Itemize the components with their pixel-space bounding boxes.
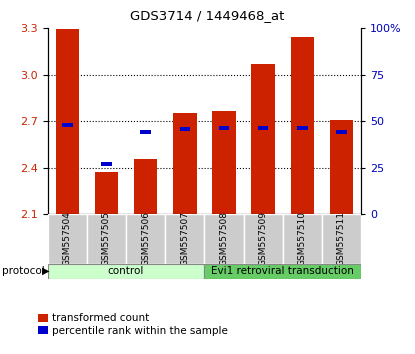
Bar <box>165 214 204 264</box>
Bar <box>140 130 151 135</box>
Text: GSM557505: GSM557505 <box>102 211 111 267</box>
Bar <box>62 123 73 127</box>
Text: Evi1 retroviral transduction: Evi1 retroviral transduction <box>211 266 354 276</box>
Bar <box>95 172 118 214</box>
Text: control: control <box>108 266 144 276</box>
Bar <box>48 214 87 264</box>
Bar <box>48 264 205 279</box>
Text: GDS3714 / 1449468_at: GDS3714 / 1449468_at <box>130 9 285 22</box>
Text: GSM557507: GSM557507 <box>180 211 189 267</box>
Bar <box>330 120 353 214</box>
Text: protocol: protocol <box>2 266 45 276</box>
Bar <box>219 126 229 130</box>
Bar <box>283 214 322 264</box>
Bar <box>297 126 308 130</box>
Bar <box>134 159 157 214</box>
Text: GSM557509: GSM557509 <box>259 211 268 267</box>
Bar <box>205 264 361 279</box>
Bar <box>101 162 112 166</box>
Text: GSM557510: GSM557510 <box>298 211 307 267</box>
Bar <box>322 214 361 264</box>
Text: GSM557511: GSM557511 <box>337 211 346 267</box>
Text: ▶: ▶ <box>42 266 50 276</box>
Bar <box>244 214 283 264</box>
Legend: transformed count, percentile rank within the sample: transformed count, percentile rank withi… <box>39 313 228 336</box>
Text: GSM557504: GSM557504 <box>63 211 72 267</box>
Bar <box>173 113 197 214</box>
Text: GSM557508: GSM557508 <box>220 211 229 267</box>
Bar <box>251 64 275 214</box>
Bar <box>180 127 190 131</box>
Bar <box>336 130 347 135</box>
Bar <box>126 214 165 264</box>
Bar <box>290 37 314 214</box>
Bar <box>212 111 236 214</box>
Bar <box>258 126 269 130</box>
Bar <box>87 214 126 264</box>
Bar <box>56 29 79 214</box>
Text: GSM557506: GSM557506 <box>141 211 150 267</box>
Bar <box>205 214 244 264</box>
